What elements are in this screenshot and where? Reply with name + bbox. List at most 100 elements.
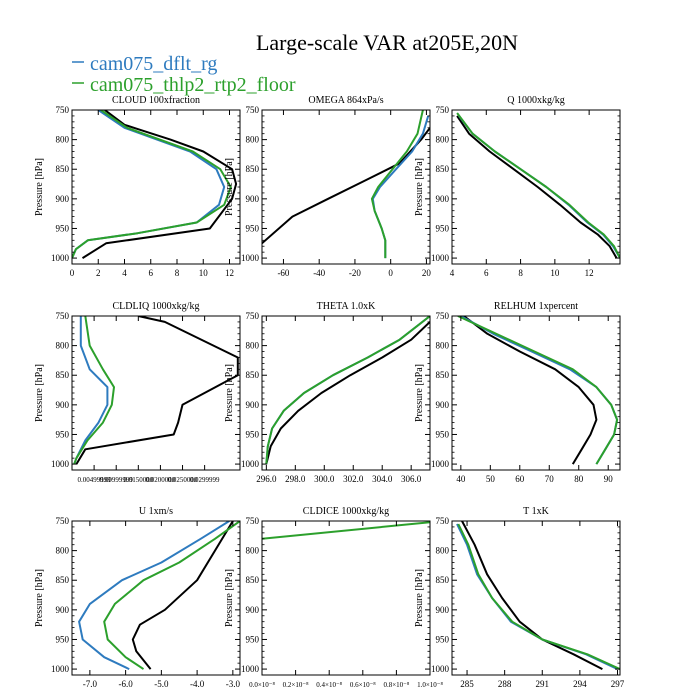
series-line-green-relhum <box>457 316 619 465</box>
panel-title-t: T 1xK <box>523 506 549 517</box>
x-tick-label-u: -7.0 <box>83 679 98 689</box>
series-group-cloud <box>72 110 238 259</box>
y-axis-label-omega: Pressure [hPa] <box>224 158 235 216</box>
y-tick-label-cldliq: 900 <box>56 400 70 410</box>
y-tick-label-cldice: 750 <box>246 516 260 526</box>
y-tick-label-cldliq: 750 <box>56 311 70 321</box>
y-axis-label-t: Pressure [hPa] <box>414 569 425 627</box>
y-tick-label-t: 950 <box>436 634 450 644</box>
x-tick-label-cldice: 0.6×10⁻⁸ <box>350 681 376 689</box>
y-tick-label-cldice: 900 <box>246 605 260 615</box>
y-tick-label-u: 900 <box>56 605 70 615</box>
plot-frame-cloud <box>71 109 241 265</box>
y-tick-label-t: 850 <box>436 575 450 585</box>
y-tick-label-u: 1000 <box>51 664 70 674</box>
y-tick-label-t: 900 <box>436 605 450 615</box>
y-tick-label-relhum: 900 <box>436 400 450 410</box>
plot-frame-relhum <box>451 315 621 471</box>
legend-label-dflt: cam075_dflt_rg <box>90 53 217 75</box>
y-tick-label-t: 800 <box>436 546 450 556</box>
x-tick-label-theta: 300.0 <box>314 474 335 484</box>
y-tick-label-omega: 750 <box>246 105 260 115</box>
series-group-u <box>78 521 240 671</box>
x-tick-label-cloud: 6 <box>149 268 154 278</box>
x-tick-label-cloud: 10 <box>199 268 209 278</box>
x-tick-label-q: 10 <box>550 268 560 278</box>
series-line-black-cloud <box>81 110 238 259</box>
series-line-blue-theta <box>265 316 430 465</box>
y-axis-label-u: Pressure [hPa] <box>34 569 45 627</box>
y-axis-label-relhum: Pressure [hPa] <box>414 364 425 422</box>
series-line-blue-cldliq <box>73 316 109 465</box>
x-tick-label-cldice: 0.2×10⁻⁸ <box>283 681 309 689</box>
x-tick-label-relhum: 50 <box>486 474 496 484</box>
x-tick-label-t: 285 <box>460 679 474 689</box>
y-tick-label-omega: 950 <box>246 223 260 233</box>
panel-title-cldliq: CLDLIQ 1000xkg/kg <box>113 301 200 312</box>
series-line-blue-relhum <box>460 316 619 465</box>
x-tick-label-relhum: 60 <box>515 474 525 484</box>
panel-title-omega: OMEGA 864xPa/s <box>308 95 383 106</box>
panel-theta: THETA 1.0xK Pressure [hPa] 750 800 850 900 950… <box>224 301 431 484</box>
y-tick-label-u: 800 <box>56 546 70 556</box>
legend: cam075_dflt_rg cam075_thlp2_rtp2_floor <box>72 53 296 96</box>
x-tick-label-cloud: 4 <box>122 268 127 278</box>
x-tick-label-theta: 306.0 <box>401 474 422 484</box>
y-tick-label-cldice: 800 <box>246 546 260 556</box>
x-tick-label-t: 288 <box>498 679 512 689</box>
panel-cldliq: CLDLIQ 1000xkg/kg Pressure [hPa] 750 800 850… <box>34 301 241 484</box>
y-axis-label-theta: Pressure [hPa] <box>224 364 235 422</box>
plot-frame-t <box>451 520 621 676</box>
x-tick-label-cloud: 0 <box>70 268 75 278</box>
series-line-green-t <box>457 523 620 671</box>
series-line-black-theta <box>265 321 430 465</box>
y-tick-label-relhum: 1000 <box>431 459 450 469</box>
x-tick-label-cloud: 2 <box>96 268 101 278</box>
plot-frame-omega <box>261 109 431 265</box>
x-tick-label-omega: 20 <box>422 268 432 278</box>
x-tick-label-t: 297 <box>611 679 625 689</box>
y-tick-label-u: 950 <box>56 634 70 644</box>
x-tick-label-cldice: 0.0×10⁻⁸ <box>249 681 275 689</box>
x-tick-label-theta: 302.0 <box>343 474 364 484</box>
y-tick-label-omega: 900 <box>246 194 260 204</box>
y-tick-label-cldice: 1000 <box>241 664 260 674</box>
y-tick-label-omega: 800 <box>246 135 260 145</box>
series-line-black-t <box>461 521 603 670</box>
panel-omega: OMEGA 864xPa/s Pressure [hPa] 750 800 850 900… <box>224 95 431 278</box>
y-tick-label-cloud: 900 <box>56 194 70 204</box>
y-tick-label-cldliq: 950 <box>56 429 70 439</box>
y-tick-label-cldice: 950 <box>246 634 260 644</box>
x-tick-label-t: 291 <box>536 679 550 689</box>
plot-frame-cldice <box>261 520 431 676</box>
panel-cloud: CLOUD 100xfraction Pressure [hPa] 750 800 85… <box>34 95 241 278</box>
series-group-cldliq <box>73 316 239 465</box>
x-tick-label-q: 6 <box>484 268 489 278</box>
y-tick-label-u: 750 <box>56 516 70 526</box>
x-tick-label-t: 294 <box>573 679 587 689</box>
y-tick-label-relhum: 750 <box>436 311 450 321</box>
series-line-green-cldice <box>262 521 430 540</box>
panel-title-cldice: CLDICE 1000xkg/kg <box>303 506 389 517</box>
figure-title: Large-scale VAR at205E,20N <box>256 30 518 55</box>
x-tick-label-u: -3.0 <box>226 679 241 689</box>
legend-label-thlp2: cam075_thlp2_rtp2_floor <box>90 74 296 96</box>
x-tick-label-relhum: 80 <box>574 474 584 484</box>
y-tick-label-t: 750 <box>436 516 450 526</box>
x-tick-label-cldliq: 0.0200000 <box>146 476 176 484</box>
series-line-green-omega <box>370 110 424 259</box>
x-tick-label-theta: 296.0 <box>256 474 277 484</box>
x-tick-label-relhum: 40 <box>456 474 466 484</box>
x-tick-label-q: 8 <box>518 268 523 278</box>
x-tick-label-q: 4 <box>450 268 455 278</box>
x-tick-label-cldice: 0.4×10⁻⁸ <box>316 681 342 689</box>
series-line-green-cloud <box>72 110 232 259</box>
y-tick-label-q: 850 <box>436 164 450 174</box>
y-tick-label-t: 1000 <box>431 664 450 674</box>
y-axis-label-cldliq: Pressure [hPa] <box>34 364 45 422</box>
series-line-blue-u <box>78 521 230 671</box>
series-group-q <box>456 112 620 259</box>
y-tick-label-q: 950 <box>436 223 450 233</box>
y-tick-label-u: 850 <box>56 575 70 585</box>
